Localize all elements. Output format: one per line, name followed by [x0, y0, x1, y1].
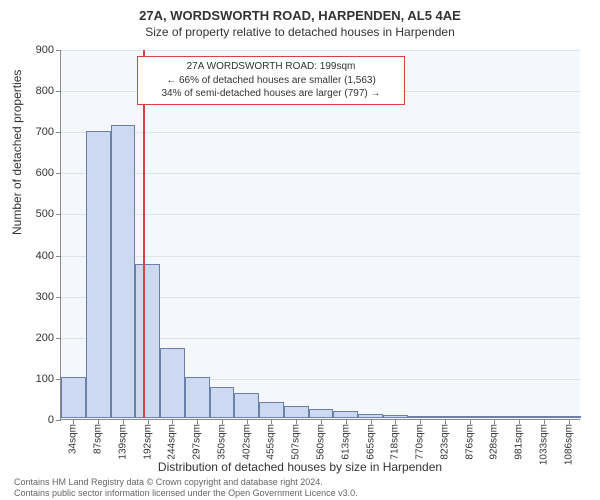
gridline — [61, 132, 580, 133]
ytick-mark — [56, 420, 61, 421]
histogram-bar — [383, 415, 408, 418]
histogram-bar — [358, 414, 383, 418]
histogram-bar — [408, 416, 433, 418]
ytick-label: 300 — [14, 291, 54, 303]
page-subtitle: Size of property relative to detached ho… — [0, 23, 600, 43]
ytick-label: 100 — [14, 373, 54, 385]
histogram-bar — [531, 416, 556, 418]
histogram-bar — [507, 416, 532, 418]
xtick-label: 402sqm — [241, 424, 252, 460]
plot-area: 34sqm87sqm139sqm192sqm244sqm297sqm350sqm… — [60, 50, 580, 420]
ytick-mark — [56, 214, 61, 215]
ytick-label: 800 — [14, 85, 54, 97]
footer-line-1: Contains HM Land Registry data © Crown c… — [14, 477, 358, 487]
ytick-label: 0 — [14, 414, 54, 426]
gridline — [61, 173, 580, 174]
histogram-bar — [457, 416, 482, 418]
xtick-label: 34sqm — [68, 424, 79, 454]
annotation-box: 27A WORDSWORTH ROAD: 199sqm← 66% of deta… — [137, 56, 405, 105]
histogram-bar — [86, 131, 111, 418]
gridline — [61, 214, 580, 215]
ytick-label: 600 — [14, 167, 54, 179]
annotation-line-2: ← 66% of detached houses are smaller (1,… — [144, 74, 398, 88]
xtick-label: 455sqm — [266, 424, 277, 460]
gridline — [61, 50, 580, 51]
footer-line-2: Contains public sector information licen… — [14, 488, 358, 498]
xtick-label: 507sqm — [291, 424, 302, 460]
xtick-label: 876sqm — [464, 424, 475, 460]
attribution-footer: Contains HM Land Registry data © Crown c… — [14, 477, 358, 498]
ytick-mark — [56, 173, 61, 174]
page-title: 27A, WORDSWORTH ROAD, HARPENDEN, AL5 4AE — [0, 0, 600, 23]
ytick-mark — [56, 338, 61, 339]
xtick-label: 981sqm — [514, 424, 525, 460]
xtick-label: 928sqm — [489, 424, 500, 460]
ytick-label: 200 — [14, 332, 54, 344]
xtick-label: 139sqm — [117, 424, 128, 460]
ytick-label: 400 — [14, 250, 54, 262]
histogram-bar — [160, 348, 185, 418]
ytick-mark — [56, 256, 61, 257]
histogram-bar — [111, 125, 136, 418]
histogram-bar — [284, 406, 309, 418]
xtick-label: 350sqm — [216, 424, 227, 460]
property-marker-line — [143, 50, 145, 418]
ytick-label: 900 — [14, 44, 54, 56]
histogram-bar — [432, 416, 457, 418]
xtick-label: 665sqm — [365, 424, 376, 460]
histogram-bar — [234, 393, 259, 418]
histogram-bar — [61, 377, 86, 418]
gridline — [61, 256, 580, 257]
xtick-label: 560sqm — [316, 424, 327, 460]
xtick-label: 823sqm — [439, 424, 450, 460]
ytick-mark — [56, 50, 61, 51]
ytick-label: 500 — [14, 208, 54, 220]
xtick-label: 87sqm — [93, 424, 104, 454]
histogram-bar — [210, 387, 235, 418]
histogram-bar — [185, 377, 210, 418]
annotation-line-3: 34% of semi-detached houses are larger (… — [144, 87, 398, 101]
histogram-chart: 34sqm87sqm139sqm192sqm244sqm297sqm350sqm… — [60, 50, 580, 420]
histogram-bar — [556, 416, 581, 418]
xtick-label: 244sqm — [167, 424, 178, 460]
ytick-mark — [56, 132, 61, 133]
ytick-mark — [56, 297, 61, 298]
annotation-line-1: 27A WORDSWORTH ROAD: 199sqm — [144, 60, 398, 74]
histogram-bar — [135, 264, 160, 418]
xtick-label: 718sqm — [390, 424, 401, 460]
histogram-bar — [259, 402, 284, 418]
xtick-label: 770sqm — [415, 424, 426, 460]
xtick-label: 297sqm — [192, 424, 203, 460]
histogram-bar — [482, 416, 507, 418]
ytick-mark — [56, 91, 61, 92]
xtick-label: 613sqm — [340, 424, 351, 460]
ytick-label: 700 — [14, 126, 54, 138]
histogram-bar — [333, 411, 358, 418]
xtick-label: 1033sqm — [538, 424, 549, 465]
histogram-bar — [309, 409, 334, 418]
xtick-label: 1086sqm — [563, 424, 574, 465]
x-axis-label: Distribution of detached houses by size … — [0, 460, 600, 474]
xtick-label: 192sqm — [142, 424, 153, 460]
